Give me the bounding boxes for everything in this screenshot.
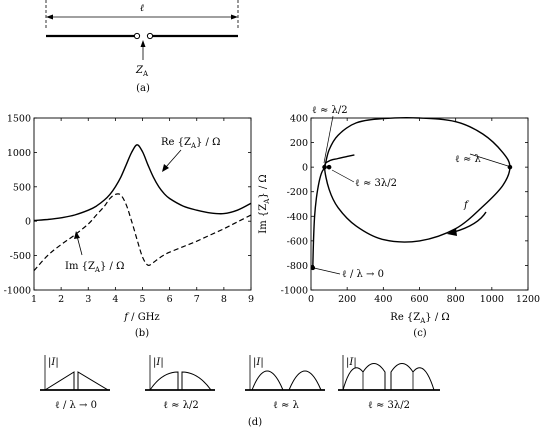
chart-c-label-three-half: ℓ ≈ 3λ/2	[355, 178, 397, 189]
chart-b-re-label: Re {ZA} / Ω	[161, 137, 220, 150]
panel-d: |I| ℓ / λ → 0 |I| ℓ ≈ λ/2 |I| ℓ ≈ λ	[40, 355, 440, 428]
y-tick-label: -400	[287, 212, 308, 223]
chart-b-im-pointer	[76, 235, 83, 256]
length-label: ℓ	[140, 3, 144, 14]
chart-c-marker	[507, 164, 513, 170]
current-axis-label-1: |I|	[48, 357, 59, 368]
current-diagram-three-half-wave: |I| ℓ ≈ 3λ/2	[338, 355, 440, 411]
current-diagram-full-wave: |I| ℓ ≈ λ	[245, 355, 325, 411]
y-tick-label: -500	[10, 251, 31, 262]
chart-b-im-pointer-head	[74, 231, 80, 239]
chart-c-label-zero: ℓ / λ → 0	[342, 269, 384, 280]
feed-terminal-right	[146, 32, 154, 40]
chart-c-arrow-label: f	[463, 200, 470, 211]
impedance-label: ZA	[135, 65, 149, 78]
feed-pointer-arrow	[140, 40, 146, 47]
chart-c-leader-zero	[313, 267, 341, 275]
panel-a-caption: (a)	[136, 83, 150, 94]
x-tick-label: 1200	[516, 294, 540, 305]
y-tick-label: -800	[287, 261, 308, 272]
chart-b-ticks: 1 2 3 4 5 6 7 8 9 -1000 -500 0 500 1000 1500	[4, 114, 254, 306]
chart-b-series-im	[33, 193, 252, 272]
current-label-2: ℓ ≈ λ/2	[163, 400, 199, 411]
panel-b-caption: (b)	[135, 328, 149, 339]
x-tick-label: 400	[374, 294, 392, 305]
current-axis-label-3: |I|	[253, 357, 264, 368]
y-tick-label: 1500	[7, 114, 31, 125]
current-label-1: ℓ / λ → 0	[55, 400, 97, 411]
x-tick-label: 6	[167, 294, 173, 305]
dimension-arrow-left	[46, 14, 53, 20]
chart-c-label-half: ℓ ≈ λ/2	[312, 105, 348, 116]
current-axis-label-4: |I|	[346, 357, 357, 368]
y-tick-label: 400	[290, 114, 308, 125]
chart-c-frequency-arrowhead	[447, 228, 457, 236]
chart-b-im-label: Im {ZA} / Ω	[65, 261, 124, 274]
chart-c-marker	[322, 164, 327, 170]
dimension-arrow-right	[231, 14, 238, 20]
x-tick-label: 800	[447, 294, 465, 305]
y-tick-label: 0	[302, 163, 308, 174]
chart-c-leader-lambda	[469, 153, 509, 167]
chart-c-leader-three-half	[331, 169, 355, 183]
chart-c-leader-half	[323, 115, 334, 164]
x-tick-label: 600	[410, 294, 428, 305]
y-tick-label: -600	[287, 236, 308, 247]
current-diagram-short: |I| ℓ / λ → 0	[40, 355, 110, 411]
x-tick-label: 2	[58, 294, 64, 305]
chart-c-series-locus	[312, 117, 511, 268]
chart-c-marker	[326, 164, 332, 170]
current-axis-label-2: |I|	[153, 357, 164, 368]
current-diagram-half-wave: |I| ℓ ≈ λ/2	[145, 355, 215, 411]
x-tick-label: 200	[338, 294, 356, 305]
chart-c-ylabel: Im {ZA} / Ω	[258, 174, 271, 233]
y-tick-label: 0	[25, 217, 31, 228]
chart-c-frequency-arrow	[453, 211, 487, 233]
chart-b-re-pointer-head	[162, 164, 169, 172]
chart-c-marker	[310, 265, 316, 271]
x-tick-label: 9	[248, 294, 254, 305]
panel-c-caption: (c)	[413, 328, 427, 339]
x-tick-label: 5	[139, 294, 145, 305]
x-tick-label: 1	[31, 294, 37, 305]
x-tick-label: 1000	[480, 294, 504, 305]
feed-terminal-left	[133, 32, 141, 40]
y-tick-label: 1000	[7, 148, 31, 159]
y-tick-label: 200	[290, 138, 308, 149]
chart-c-points	[310, 164, 513, 271]
chart-b-re-pointer	[165, 149, 182, 168]
x-tick-label: 7	[194, 294, 200, 305]
chart-c-label-lambda: ℓ ≈ λ	[455, 154, 482, 165]
panel-a: ℓ ZA (a)	[45, 0, 239, 94]
chart-b-series-re	[33, 144, 252, 222]
x-tick-label: 8	[221, 294, 227, 305]
x-tick-label: 0	[308, 294, 314, 305]
current-label-3: ℓ ≈ λ	[273, 400, 300, 411]
current-label-4: ℓ ≈ 3λ/2	[368, 400, 410, 411]
chart-c-ticks: 0 200 400 600 800 1000 1200 -1000 -800 -600 -400 -2…	[281, 114, 540, 306]
panel-c: 0 200 400 600 800 1000 1200 -1000 -800 -600 -400 -2…	[258, 105, 540, 339]
y-tick-label: -1000	[281, 286, 308, 297]
x-tick-label: 4	[112, 294, 118, 305]
panel-b: 1 2 3 4 5 6 7 8 9 -1000 -500 0 500 1000 1500 Re {ZA} /…	[4, 114, 254, 340]
y-tick-label: 500	[13, 182, 31, 193]
chart-b-xlabel: f / GHz	[123, 312, 159, 323]
chart-c-xlabel: Re {ZA} / Ω	[390, 312, 449, 325]
y-tick-label: -1000	[4, 286, 31, 297]
x-tick-label: 3	[85, 294, 91, 305]
y-tick-label: -200	[287, 187, 308, 198]
panel-d-caption: (d)	[248, 417, 262, 428]
